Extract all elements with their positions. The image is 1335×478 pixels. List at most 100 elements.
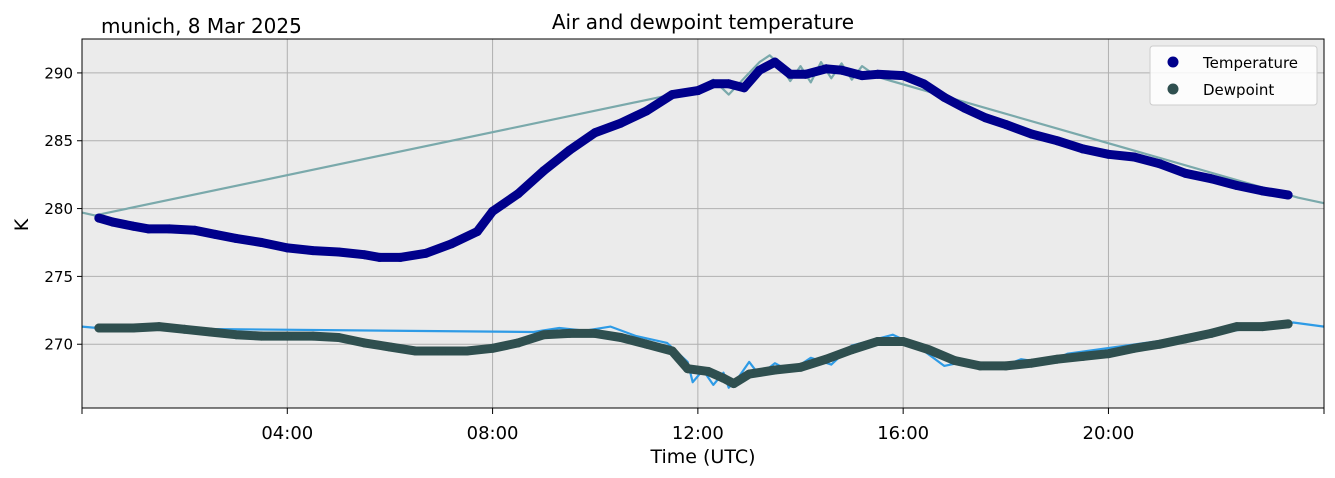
x-axis-label: Time (UTC)	[649, 446, 755, 468]
temperature-point	[1232, 181, 1242, 190]
temperature-point	[939, 92, 949, 102]
temperature-point	[128, 221, 138, 231]
dewpoint-point	[462, 346, 472, 356]
y-tick-label: 270	[44, 336, 73, 354]
chart-subtitle: munich, 8 Mar 2025	[101, 14, 302, 38]
dewpoint-point	[642, 339, 651, 349]
dewpoint-point	[334, 333, 344, 342]
temperature-point	[447, 239, 456, 249]
x-tick-label: 20:00	[1083, 423, 1135, 444]
dewpoint-point	[308, 331, 318, 341]
legend: Temperature Dewpoint	[1149, 45, 1318, 106]
temperature-point	[1052, 136, 1062, 146]
plot-frame	[81, 38, 1325, 409]
dewpoint-point	[1027, 358, 1036, 368]
legend-label-dewpoint: Dewpoint	[1203, 81, 1274, 99]
legend-box	[1149, 45, 1318, 106]
dewpoint-point	[257, 331, 267, 341]
temperature-point	[231, 233, 241, 243]
dewpoint-point	[1257, 322, 1267, 332]
dewpoint-point	[539, 330, 549, 340]
x-tick-label: 08:00	[467, 423, 519, 444]
temperature-point	[739, 83, 749, 93]
dewpoint-point	[1103, 349, 1113, 359]
legend-marker-temperature	[1167, 56, 1179, 68]
dewpoint-point	[616, 333, 626, 342]
dewpoint-point	[1232, 322, 1242, 332]
dewpoint-point	[282, 331, 292, 341]
y-tick-label: 280	[44, 200, 73, 218]
dewpoint-point	[1001, 361, 1011, 371]
x-tick-label: 04:00	[261, 423, 313, 444]
dewpoint-point	[1078, 351, 1088, 361]
temperature-point	[642, 106, 651, 116]
temperature-point	[770, 57, 780, 67]
temperature-point	[375, 252, 385, 262]
temperature-point	[108, 217, 118, 227]
dewpoint-point	[565, 328, 575, 338]
temperature-point	[1283, 190, 1293, 200]
series-markers	[94, 57, 1293, 389]
temperature-point	[395, 252, 405, 262]
temperature-point	[801, 69, 811, 79]
dewpoint-point	[703, 366, 713, 376]
chart-title: Air and dewpoint temperature	[552, 10, 854, 34]
dewpoint-point	[975, 361, 985, 371]
temperature-point	[565, 145, 575, 155]
temperature-point	[421, 248, 431, 258]
temperature-point	[667, 90, 677, 100]
legend-label-temperature: Temperature	[1202, 54, 1298, 72]
dewpoint-point	[924, 345, 934, 355]
y-tick-label: 285	[44, 132, 73, 150]
temperature-point	[334, 247, 344, 257]
temperature-point	[960, 103, 970, 113]
temperature-point	[616, 118, 626, 128]
dewpoint-point	[719, 373, 728, 383]
dewpoint-point	[821, 354, 831, 364]
temperature-point	[785, 69, 795, 79]
temperature-point	[1155, 159, 1165, 169]
temperature-point	[693, 86, 703, 96]
temperature-point	[919, 79, 929, 89]
dewpoint-point	[744, 369, 754, 379]
temperature-point	[539, 166, 549, 176]
temperature-point	[857, 71, 867, 81]
dewpoint-point	[359, 338, 369, 348]
dewpoint-point	[436, 346, 446, 356]
y-tick-label: 275	[44, 268, 73, 286]
temperature-point	[898, 71, 908, 81]
x-tick-label: 12:00	[672, 423, 724, 444]
dewpoint-point	[488, 343, 498, 353]
temperature-point	[1103, 149, 1113, 159]
dewpoint-point	[128, 323, 138, 333]
plot-area	[82, 39, 1324, 408]
temperature-point	[1001, 120, 1011, 129]
temperature-point	[1257, 186, 1267, 196]
x-tick-label: 16:00	[877, 423, 929, 444]
x-axis: 04:00 08:00 12:00 16:00 20:00	[81, 408, 1325, 444]
dewpoint-point	[590, 328, 600, 338]
dewpoint-point	[1129, 343, 1139, 353]
legend-marker-dewpoint	[1167, 83, 1179, 95]
dewpoint-point	[796, 362, 805, 372]
grid	[82, 39, 1324, 408]
temperature-point	[1078, 144, 1088, 154]
dewpoint-point	[667, 346, 677, 356]
temperature-point	[513, 189, 523, 199]
dewpoint-point	[205, 327, 215, 337]
dewpoint-point	[729, 379, 739, 389]
temperature-point	[282, 243, 292, 253]
temperature-point	[472, 227, 482, 237]
temperature-point	[980, 113, 990, 123]
dewpoint-point	[411, 346, 421, 356]
temperature-point	[837, 65, 847, 75]
dewpoint-point	[898, 337, 908, 346]
y-axis-label: K	[11, 218, 33, 231]
temperature-point	[190, 225, 200, 235]
dewpoint-point	[1155, 339, 1165, 349]
temperature-point	[144, 224, 154, 234]
dewpoint-point	[873, 337, 882, 346]
dewpoint-point	[1052, 354, 1062, 364]
temperature-point	[1180, 168, 1190, 178]
temperature-point	[1129, 152, 1139, 162]
